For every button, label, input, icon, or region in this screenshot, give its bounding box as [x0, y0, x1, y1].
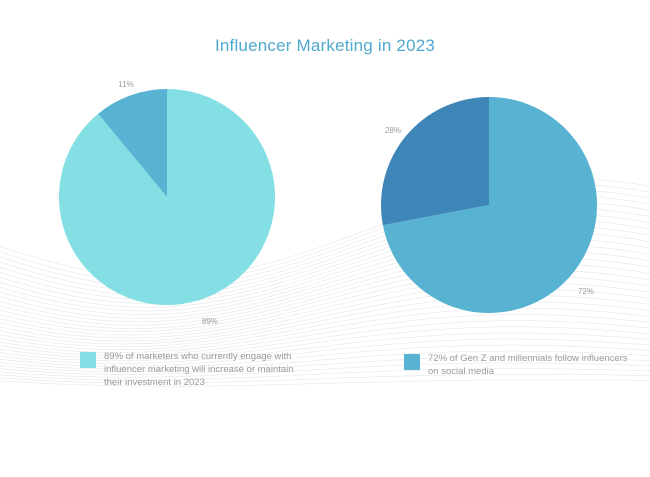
legend-genz: 72% of Gen Z and millennials follow infl… — [404, 352, 628, 378]
pie-slice-89 — [58, 89, 275, 305]
legend-swatch — [80, 352, 96, 368]
legend-swatch — [404, 354, 420, 370]
background-wave-line — [0, 344, 650, 370]
background-wave-line — [0, 362, 650, 378]
pie-chart-genz: 72% 28% — [380, 96, 597, 314]
background-wave-line — [0, 373, 650, 384]
background-wave-line — [0, 320, 650, 359]
background-wave-line — [0, 356, 650, 375]
slice-label: 28% — [385, 126, 401, 135]
background-wave-line — [0, 314, 650, 356]
background-wave-line — [0, 338, 650, 367]
slice-label: 11% — [118, 80, 133, 89]
background-wave-line — [0, 332, 650, 364]
background-wave-line — [0, 326, 650, 362]
legend-text: 89% of marketers who currently engage wi… — [104, 351, 294, 388]
slice-label: 89% — [202, 317, 218, 326]
background-wave-line — [0, 301, 650, 351]
pie-slice-72 — [382, 97, 597, 314]
pie-chart-marketers: 89% 11% — [58, 80, 275, 326]
background-wave-line — [0, 368, 650, 381]
chart-title: Influencer Marketing in 2023 — [214, 36, 436, 55]
background-wave-line — [0, 307, 650, 353]
slice-label: 72% — [578, 287, 594, 296]
background-wave-line — [0, 350, 650, 373]
pie-slice-11 — [98, 89, 167, 197]
legend-text: 72% of Gen Z and millennials follow infl… — [428, 353, 628, 377]
background-wave-line — [0, 379, 650, 387]
pie-slice-28 — [380, 96, 489, 226]
legend-marketers: 89% of marketers who currently engage wi… — [80, 350, 304, 389]
